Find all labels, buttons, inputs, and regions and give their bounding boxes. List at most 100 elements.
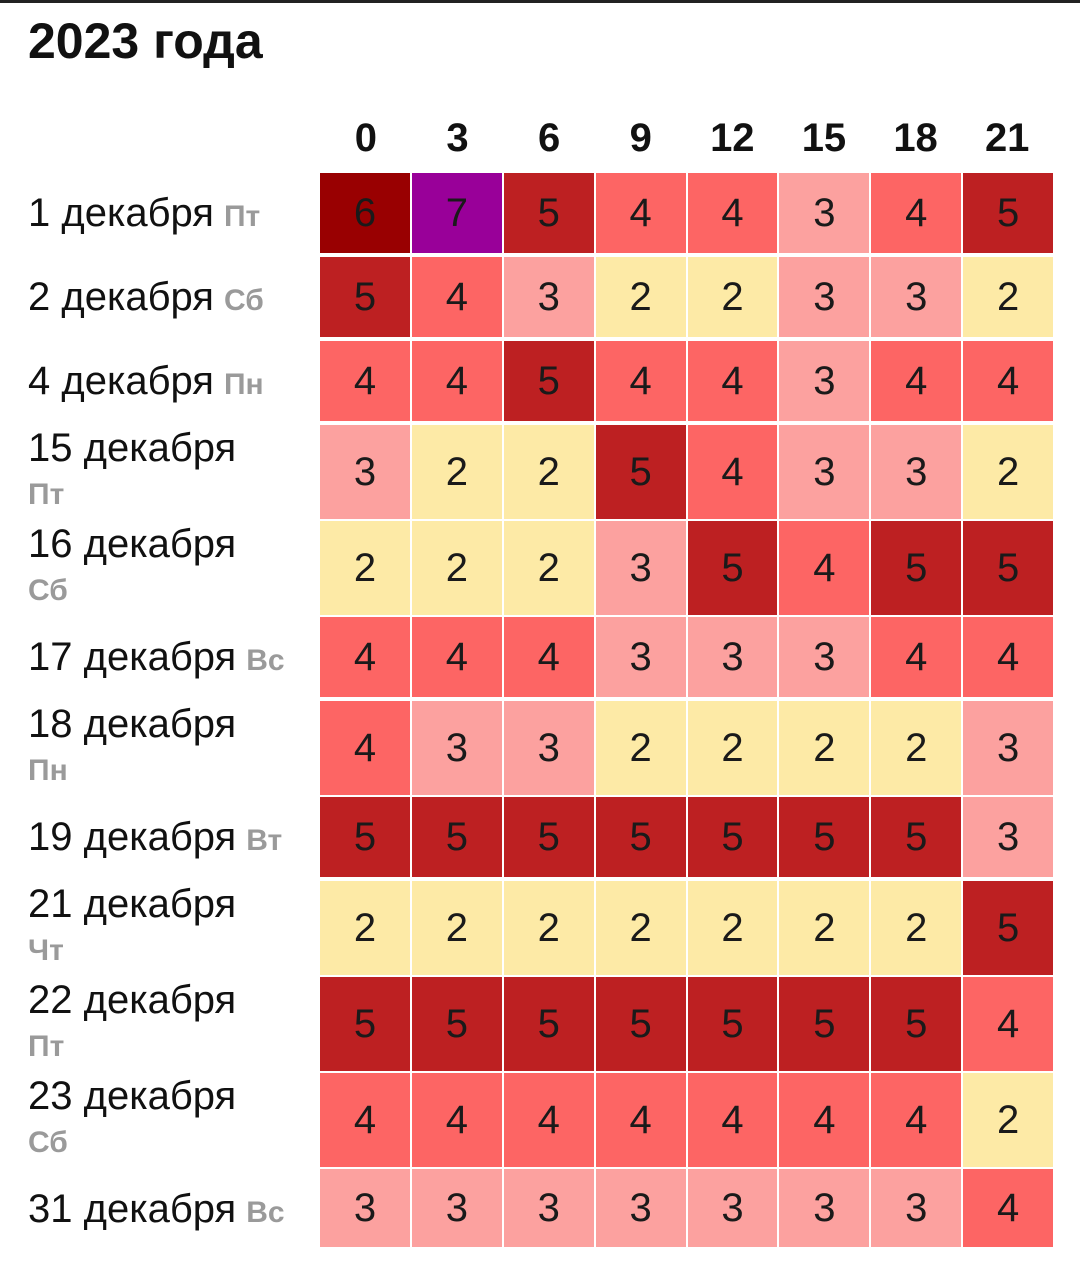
hour-label: 3 xyxy=(446,116,469,160)
weekday-label: Чт xyxy=(28,934,64,967)
table-row: 23 декабря Сб 4 4 4 4 4 4 4 2 xyxy=(0,1073,1080,1169)
weekday-label: Пн xyxy=(28,754,68,787)
level-cell: 4 xyxy=(963,1169,1053,1249)
date-text: 22 декабря xyxy=(28,978,237,1022)
level-cell: 2 xyxy=(595,257,688,339)
hour-label: 15 xyxy=(801,116,847,160)
level-cell: 5 xyxy=(595,797,688,879)
level-cell: 4 xyxy=(779,1073,872,1169)
hour-label: 21 xyxy=(984,116,1030,160)
level-cell: 2 xyxy=(503,425,596,521)
weekday-label: Сб xyxy=(28,574,68,607)
table-row: 17 декабря Вс 4 4 4 3 3 3 4 4 xyxy=(0,617,1080,701)
table-row: 19 декабря Вт 5 5 5 5 5 5 5 3 xyxy=(0,797,1080,881)
date-text: 18 декабря xyxy=(28,702,237,746)
level-cell: 3 xyxy=(595,617,688,699)
level-cell: 4 xyxy=(320,617,412,699)
level-cell: 2 xyxy=(411,425,504,521)
level-cell: 3 xyxy=(595,521,688,617)
level-cell: 4 xyxy=(411,257,504,339)
level-cell: 7 xyxy=(411,173,504,255)
level-cell: 4 xyxy=(687,341,780,423)
row-date-label: 15 декабря Пт xyxy=(0,425,320,521)
level-cell: 4 xyxy=(595,341,688,423)
level-cell: 3 xyxy=(779,1169,872,1249)
table-row: 31 декабря Вс 3 3 3 3 3 3 3 4 xyxy=(0,1169,1080,1253)
level-cell: 6 xyxy=(320,173,412,255)
level-cell: 3 xyxy=(871,257,964,339)
level-cell: 3 xyxy=(503,701,596,797)
row-date-label: 16 декабря Сб xyxy=(0,521,320,617)
level-cell: 5 xyxy=(503,341,596,423)
table-row: 15 декабря Пт 3 2 2 5 4 3 3 2 xyxy=(0,425,1080,521)
row-date-label: 18 декабря Пн xyxy=(0,701,320,797)
level-cell: 5 xyxy=(779,977,872,1073)
level-cell: 3 xyxy=(779,257,872,339)
level-cell: 4 xyxy=(320,1073,412,1169)
level-cell: 3 xyxy=(687,1169,780,1249)
level-cell: 2 xyxy=(503,521,596,617)
date-text: 15 декабря xyxy=(28,426,237,470)
level-cell: 5 xyxy=(503,797,596,879)
level-cell: 3 xyxy=(963,797,1053,879)
hour-label: 6 xyxy=(537,116,561,160)
level-cell: 5 xyxy=(595,425,688,521)
weekday-label: Вт xyxy=(246,824,283,857)
level-cell: 4 xyxy=(320,341,412,423)
row-date-label: 4 декабря Пн xyxy=(0,341,320,425)
level-cell: 5 xyxy=(871,797,964,879)
row-date-label: 21 декабря Чт xyxy=(0,881,320,977)
level-cell: 5 xyxy=(503,977,596,1073)
weekday-label: Сб xyxy=(223,284,264,317)
level-cell: 2 xyxy=(687,257,780,339)
level-cell: 2 xyxy=(595,881,688,977)
level-cell: 3 xyxy=(779,173,872,255)
level-cell: 4 xyxy=(779,521,872,617)
level-cell: 5 xyxy=(595,977,688,1073)
date-text: 31 декабря xyxy=(28,1187,237,1231)
level-cell: 5 xyxy=(411,797,504,879)
level-cell: 3 xyxy=(595,1169,688,1249)
level-cell: 2 xyxy=(595,701,688,797)
level-cell: 3 xyxy=(320,1169,412,1249)
level-cell: 4 xyxy=(871,341,964,423)
level-cell: 5 xyxy=(963,521,1053,617)
date-text: 4 декабря xyxy=(28,359,214,403)
date-text: 17 декабря xyxy=(28,635,237,679)
level-cell: 2 xyxy=(687,701,780,797)
level-cell: 4 xyxy=(320,701,412,797)
weekday-label: Пт xyxy=(28,1030,65,1063)
hour-label: 9 xyxy=(629,116,652,160)
level-cell: 2 xyxy=(320,521,412,617)
level-cell: 5 xyxy=(320,977,412,1073)
page-title: 2023 года xyxy=(28,13,263,69)
level-cell: 5 xyxy=(320,257,412,339)
level-cell: 3 xyxy=(779,425,872,521)
date-text: 19 декабря xyxy=(28,815,237,859)
table-row: 21 декабря Чт 2 2 2 2 2 2 2 5 xyxy=(0,881,1080,977)
hour-header-row: 0 3 6 9 12 15 18 21 xyxy=(320,108,1053,168)
weekday-label: Пн xyxy=(223,368,264,401)
hour-label: 18 xyxy=(893,116,938,160)
level-cell: 4 xyxy=(687,1073,780,1169)
weekday-label: Пт xyxy=(28,478,65,511)
level-cell: 3 xyxy=(411,1169,504,1249)
level-cell: 2 xyxy=(779,881,872,977)
level-cell: 3 xyxy=(411,701,504,797)
level-cell: 2 xyxy=(963,1073,1053,1169)
level-cell: 2 xyxy=(779,701,872,797)
level-cell: 2 xyxy=(411,521,504,617)
level-cell: 4 xyxy=(595,1073,688,1169)
level-cell: 2 xyxy=(411,881,504,977)
level-cell: 4 xyxy=(963,617,1053,699)
